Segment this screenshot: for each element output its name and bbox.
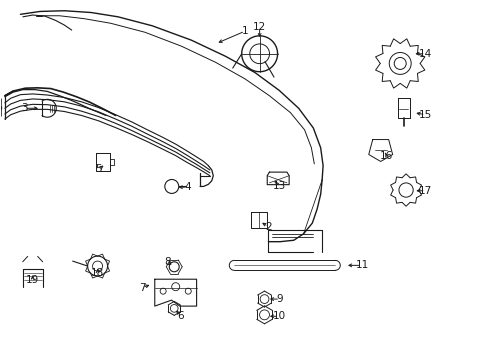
Text: 15: 15 [419, 110, 432, 120]
Text: 2: 2 [265, 222, 272, 231]
Text: 14: 14 [419, 49, 432, 59]
Text: 3: 3 [21, 103, 28, 113]
Text: 7: 7 [139, 283, 146, 293]
Text: 1: 1 [242, 26, 248, 36]
Text: 18: 18 [91, 267, 104, 278]
Text: 19: 19 [26, 275, 39, 285]
Text: 4: 4 [184, 182, 191, 192]
Text: 16: 16 [380, 150, 393, 161]
Text: 9: 9 [277, 294, 283, 304]
Text: 11: 11 [356, 260, 369, 270]
Text: 10: 10 [272, 311, 286, 321]
Text: 17: 17 [419, 186, 432, 196]
Text: 5: 5 [95, 164, 102, 174]
Text: 12: 12 [253, 22, 266, 32]
Text: 8: 8 [165, 257, 171, 267]
Text: 6: 6 [177, 311, 184, 320]
Text: 13: 13 [272, 181, 286, 192]
